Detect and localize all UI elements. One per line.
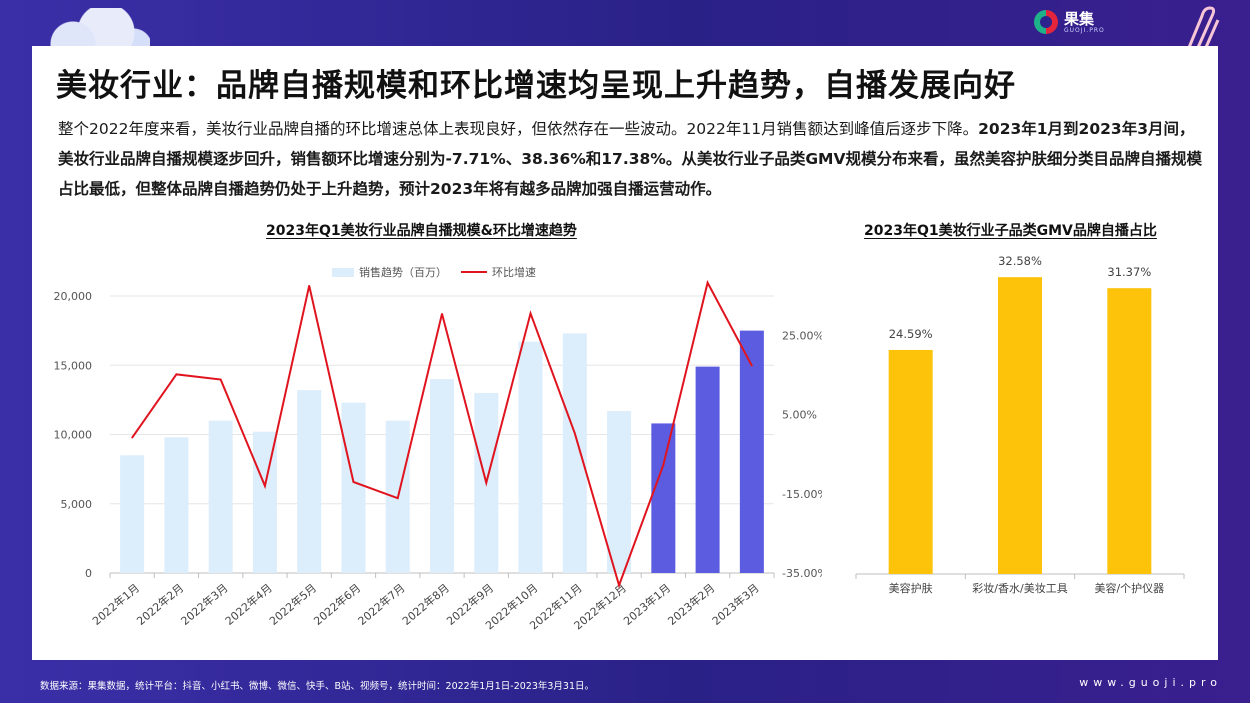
legend-swatch-bar (332, 267, 354, 277)
legend-item-sales: 销售趋势（百万） (332, 264, 447, 280)
bar (120, 455, 145, 573)
growth-point (175, 373, 178, 376)
x-tick-label: 2022年6月 (311, 581, 364, 628)
logo-icon (1034, 10, 1058, 34)
x-tick-label: 2023年3月 (709, 581, 762, 628)
bar (341, 402, 366, 573)
y-left-tick-label: 10,000 (54, 429, 93, 442)
growth-point (529, 312, 532, 315)
bar (297, 390, 322, 573)
brand-sub: GUOJI.PRO (1064, 26, 1105, 34)
growth-point (574, 432, 576, 435)
y-left-tick-label: 20,000 (54, 290, 93, 303)
x-tick-label: 2022年4月 (222, 581, 275, 628)
data-label: 24.59% (889, 327, 933, 341)
legend-label-sales: 销售趋势（百万） (359, 266, 447, 279)
bar (607, 410, 632, 573)
description-part1: 整个2022年度来看，美妆行业品牌自播的环比增速总体上表现良好，但依然存在一些波… (58, 120, 979, 138)
x-tick-label: 2022年1月 (89, 581, 142, 628)
y-right-tick-label: 5.00% (782, 409, 817, 422)
x-tick-label: 2022年8月 (399, 581, 452, 628)
bar (164, 437, 189, 573)
growth-point (131, 436, 133, 439)
x-tick-label: 2023年1月 (621, 581, 674, 628)
brand-logo: 果集 GUOJI.PRO (1034, 10, 1105, 34)
x-tick-label: 彩妆/香水/美妆工具 (972, 582, 1067, 595)
growth-point (706, 281, 709, 284)
x-tick-label: 2022年7月 (355, 581, 408, 628)
growth-point (396, 497, 399, 500)
x-tick-label: 2023年2月 (665, 581, 718, 628)
bar (252, 431, 277, 573)
data-source-note: 数据来源：果集数据，统计平台：抖音、小红书、微博、微信、快手、B站、视频号，统计… (40, 681, 595, 692)
description: 整个2022年度来看，美妆行业品牌自播的环比增速总体上表现良好，但依然存在一些波… (58, 114, 1208, 204)
legend-item-growth: 环比增速 (461, 264, 536, 280)
bar (208, 420, 233, 573)
legend-swatch-line (461, 271, 487, 273)
right-chart-title: 2023年Q1美妆行业子品类GMV品牌自播占比 (864, 223, 1157, 239)
bar (739, 330, 764, 573)
bar (998, 277, 1042, 574)
y-left-tick-label: 0 (85, 567, 92, 580)
left-chart-title: 2023年Q1美妆行业品牌自播规模&环比增速趋势 (266, 223, 577, 239)
x-tick-label: 2022年3月 (178, 581, 231, 628)
bar (562, 333, 587, 573)
left-chart-legend: 销售趋势（百万） 环比增速 (332, 264, 536, 280)
website-url: www.guoji.pro (1079, 676, 1222, 689)
growth-point (264, 485, 266, 487)
x-tick-label: 美容/个护仪器 (1094, 581, 1164, 595)
description-part2: 2023年1月到2023年3月间，美妆行业品牌自播规模逐步回升，销售额环比增速分… (58, 120, 1202, 198)
brand-name: 果集 (1064, 9, 1095, 28)
x-tick-label: 2022年2月 (134, 581, 187, 628)
growth-point (751, 364, 753, 367)
bar (695, 366, 720, 573)
growth-point (219, 378, 222, 381)
y-right-tick-label: 25.00% (782, 330, 822, 343)
growth-point (352, 481, 355, 483)
y-left-tick-label: 5,000 (61, 498, 93, 511)
growth-point (485, 481, 488, 484)
bar (1107, 288, 1152, 574)
combo-chart: 0 5,000 10,000 15,000 20,000 -35.00% -15.00% 5.… (54, 279, 822, 632)
growth-point (618, 584, 620, 587)
growth-point (662, 464, 665, 466)
bar (430, 379, 454, 573)
content-panel: 美妆行业：品牌自播规模和环比增速均呈现上升趋势，自播发展向好 整个2022年度来… (32, 46, 1218, 660)
data-label: 32.58% (998, 254, 1042, 268)
y-left-tick-label: 15,000 (54, 359, 93, 372)
growth-point (308, 284, 311, 287)
legend-label-growth: 环比增速 (492, 266, 536, 279)
y-right-tick-label: -15.00% (782, 488, 822, 501)
x-tick-label: 2022年5月 (266, 581, 319, 628)
x-tick-label: 美容护肤 (889, 581, 933, 595)
category-bar-chart: 24.59% 美容护肤 32.58% 彩妆/香水/美妆工具 31.37% 美容/个护仪器 (855, 254, 1185, 595)
bar (888, 349, 933, 574)
bar (518, 341, 543, 573)
bar (651, 423, 676, 573)
page-title: 美妆行业：品牌自播规模和环比增速均呈现上升趋势，自播发展向好 (56, 68, 1016, 104)
y-right-tick-label: -35.00% (782, 567, 822, 580)
growth-point (441, 313, 443, 315)
data-label: 31.37% (1107, 265, 1151, 279)
